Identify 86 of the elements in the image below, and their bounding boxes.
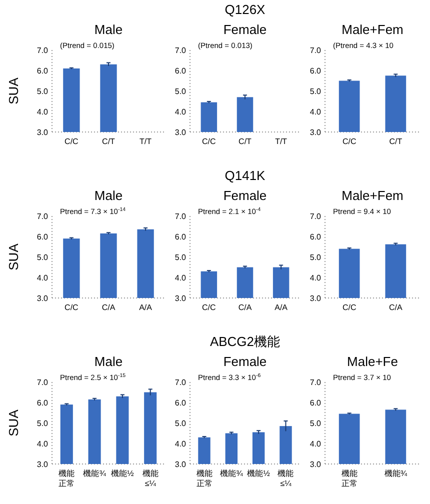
y-tick-label: 3.0 (36, 128, 49, 137)
chart-title: ABCG2機能 (210, 334, 280, 349)
x-tick-label: T/T (140, 137, 152, 146)
y-tick-label: 6.0 (174, 398, 187, 408)
chart-title: Male+Fem (342, 22, 404, 37)
y-tick-label: 7.0 (36, 212, 49, 221)
y-tick-label: 5.0 (310, 86, 322, 96)
y-tick-label: 3.0 (174, 460, 187, 469)
y-tick-label: 4.0 (174, 273, 187, 282)
chart-title: Male (94, 354, 123, 369)
chart-title: Q126X (224, 2, 266, 17)
x-tick-label: 機能正常 (58, 469, 75, 488)
chart-subtitle: Female (223, 188, 267, 203)
y-tick-label: 3.0 (310, 294, 322, 303)
x-tick-label: 機能≤¼ (278, 469, 294, 488)
y-tick-label: 3.0 (174, 128, 187, 137)
y-tick-label: 3.0 (36, 294, 49, 303)
x-tick-label: C/C (342, 137, 356, 146)
x-tick-label: A/A (274, 303, 288, 312)
y-axis-title: SUA (6, 409, 21, 436)
x-tick-label: C/A (102, 303, 116, 312)
x-tick-label: A/A (139, 303, 153, 312)
y-tick-label: 4.0 (36, 273, 49, 282)
x-tick-label: 機能½ (111, 469, 134, 478)
y-axis-title: SUA (6, 243, 21, 270)
x-tick-label: 機能¾ (83, 469, 106, 478)
x-tick-label: C/T (102, 137, 116, 146)
y-tick-label: 7.0 (174, 212, 187, 221)
x-tick-label: 機能正常 (196, 469, 212, 488)
y-tick-label: 3.0 (310, 128, 322, 137)
x-tick-label: 機能正常 (341, 469, 358, 488)
y-tick-label: 7.0 (174, 378, 187, 387)
y-tick-label: 4.0 (310, 107, 322, 116)
y-tick-label: 7.0 (36, 378, 49, 387)
chart-title: Male (94, 188, 123, 203)
y-tick-label: 3.0 (310, 460, 322, 469)
x-tick-label: C/A (238, 303, 252, 312)
y-tick-label: 6.0 (36, 398, 49, 408)
y-tick-label: 7.0 (174, 46, 187, 55)
y-tick-label: 7.0 (310, 46, 322, 55)
y-tick-label: 4.0 (174, 439, 187, 448)
x-tick-label: 機能¾ (384, 469, 408, 478)
y-tick-label: 7.0 (36, 46, 49, 55)
y-tick-label: 7.0 (310, 378, 322, 387)
x-tick-label: 機能≤¼ (142, 469, 158, 488)
x-tick-label: 機能½ (247, 469, 270, 478)
x-tick-label: C/A (389, 303, 403, 312)
chart-title: Male+Fe (347, 354, 398, 369)
y-axis-title: SUA (6, 77, 21, 104)
y-tick-label: 3.0 (36, 460, 49, 469)
y-tick-label: 6.0 (310, 232, 322, 242)
x-tick-label: C/C (64, 137, 79, 146)
y-tick-label: 6.0 (310, 398, 322, 408)
y-tick-label: 5.0 (36, 252, 49, 262)
y-tick-label: 4.0 (310, 273, 322, 282)
y-tick-label: 3.0 (174, 294, 187, 303)
chart-title: Male (94, 22, 123, 37)
y-tick-label: 6.0 (174, 232, 187, 242)
x-tick-label: C/C (202, 303, 216, 312)
y-tick-label: 6.0 (174, 66, 187, 76)
y-tick-label: 6.0 (36, 232, 49, 242)
y-tick-label: 4.0 (36, 107, 49, 116)
y-tick-label: 5.0 (36, 418, 49, 428)
x-tick-label: C/C (342, 303, 356, 312)
y-tick-label: 5.0 (174, 86, 187, 96)
y-tick-label: 5.0 (36, 86, 49, 96)
y-tick-label: 5.0 (310, 252, 322, 262)
y-tick-label: 6.0 (36, 66, 49, 76)
chart-subtitle: Female (223, 22, 267, 37)
x-tick-label: C/T (238, 137, 252, 146)
x-tick-label: C/C (64, 303, 79, 312)
x-tick-label: T/T (275, 137, 288, 146)
y-tick-label: 5.0 (174, 418, 187, 428)
y-tick-label: 4.0 (174, 107, 187, 116)
y-tick-label: 4.0 (36, 439, 49, 448)
x-tick-label: 機能¾ (220, 469, 244, 478)
chart-title: Male+Fem (342, 188, 404, 203)
chart-subtitle: Female (223, 354, 267, 369)
y-tick-label: 4.0 (310, 439, 322, 448)
x-tick-label: C/C (202, 137, 216, 146)
chart-title: Q141K (224, 168, 266, 183)
y-tick-label: 6.0 (310, 66, 322, 76)
y-tick-label: 7.0 (310, 212, 322, 221)
y-tick-label: 5.0 (174, 252, 187, 262)
y-tick-label: 5.0 (310, 418, 322, 428)
x-tick-label: C/T (389, 137, 402, 146)
